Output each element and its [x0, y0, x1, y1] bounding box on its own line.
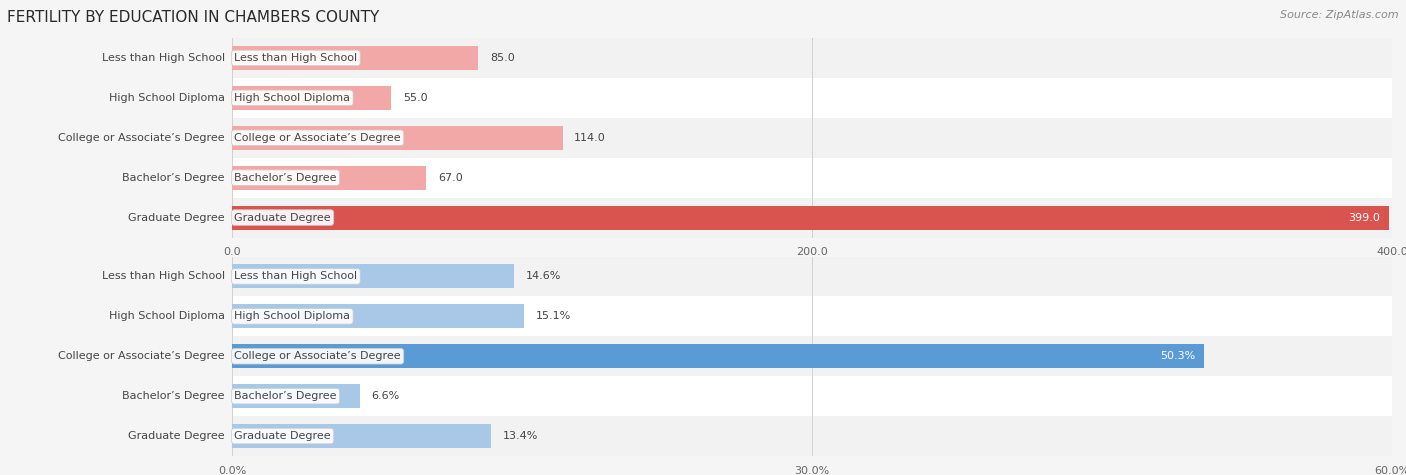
Text: High School Diploma: High School Diploma	[108, 311, 225, 322]
Bar	[232, 424, 491, 448]
Bar	[232, 336, 1392, 376]
Bar	[232, 256, 1392, 296]
Text: Bachelor’s Degree: Bachelor’s Degree	[235, 172, 337, 183]
Text: Graduate Degree: Graduate Degree	[128, 212, 225, 223]
Bar	[232, 166, 426, 190]
Bar	[232, 86, 391, 110]
Text: 55.0: 55.0	[404, 93, 427, 103]
Text: Graduate Degree: Graduate Degree	[128, 431, 225, 441]
Text: 15.1%: 15.1%	[536, 311, 571, 322]
Text: College or Associate’s Degree: College or Associate’s Degree	[58, 133, 225, 143]
Text: 6.6%: 6.6%	[371, 391, 399, 401]
Bar	[232, 198, 1392, 238]
Text: Source: ZipAtlas.com: Source: ZipAtlas.com	[1281, 10, 1399, 19]
Text: Bachelor’s Degree: Bachelor’s Degree	[235, 391, 337, 401]
Text: 67.0: 67.0	[437, 172, 463, 183]
Bar	[232, 118, 1392, 158]
Text: College or Associate’s Degree: College or Associate’s Degree	[235, 351, 401, 361]
Text: College or Associate’s Degree: College or Associate’s Degree	[235, 133, 401, 143]
Bar	[232, 38, 1392, 78]
Text: High School Diploma: High School Diploma	[235, 93, 350, 103]
Text: Graduate Degree: Graduate Degree	[235, 212, 330, 223]
Text: 399.0: 399.0	[1348, 212, 1379, 223]
Text: 13.4%: 13.4%	[503, 431, 538, 441]
Text: Less than High School: Less than High School	[235, 53, 357, 63]
Text: Bachelor’s Degree: Bachelor’s Degree	[122, 172, 225, 183]
Bar	[232, 46, 478, 70]
Text: 50.3%: 50.3%	[1160, 351, 1195, 361]
Bar	[232, 296, 1392, 336]
Text: 114.0: 114.0	[574, 133, 606, 143]
Text: Bachelor’s Degree: Bachelor’s Degree	[122, 391, 225, 401]
Bar	[232, 304, 524, 328]
Text: Less than High School: Less than High School	[101, 53, 225, 63]
Text: High School Diploma: High School Diploma	[108, 93, 225, 103]
Text: Less than High School: Less than High School	[235, 271, 357, 282]
Text: College or Associate’s Degree: College or Associate’s Degree	[58, 351, 225, 361]
Text: Less than High School: Less than High School	[101, 271, 225, 282]
Bar	[232, 376, 1392, 416]
Bar	[232, 265, 515, 288]
Text: 14.6%: 14.6%	[526, 271, 561, 282]
Bar	[232, 416, 1392, 456]
Text: 85.0: 85.0	[491, 53, 515, 63]
Bar	[232, 158, 1392, 198]
Text: FERTILITY BY EDUCATION IN CHAMBERS COUNTY: FERTILITY BY EDUCATION IN CHAMBERS COUNT…	[7, 10, 380, 25]
Bar	[232, 126, 562, 150]
Text: High School Diploma: High School Diploma	[235, 311, 350, 322]
Bar	[232, 206, 1389, 229]
Text: Graduate Degree: Graduate Degree	[235, 431, 330, 441]
Bar	[232, 344, 1205, 368]
Bar	[232, 384, 360, 408]
Bar	[232, 78, 1392, 118]
